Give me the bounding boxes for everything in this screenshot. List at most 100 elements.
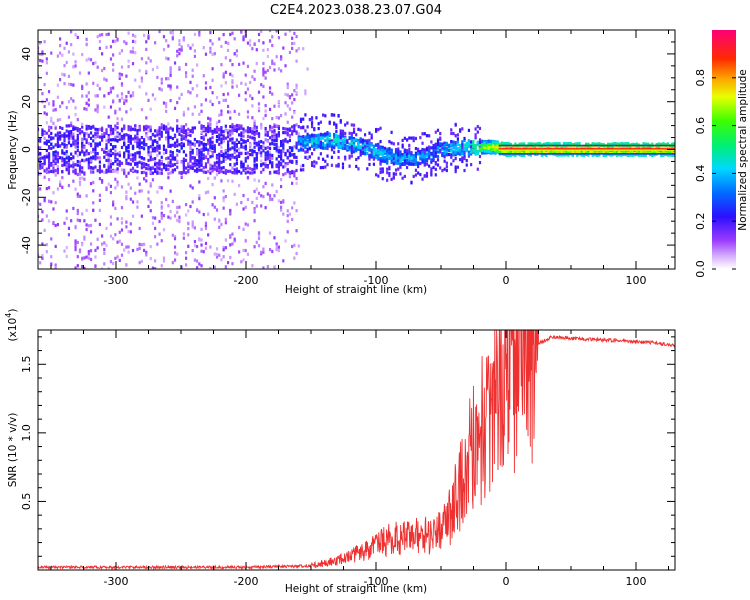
spectrogram-cell	[176, 210, 179, 214]
spectrogram-cell	[352, 150, 356, 154]
spectrogram-cell	[231, 125, 234, 129]
spectrogram-cell	[45, 61, 48, 65]
spectrogram-cell	[260, 250, 263, 254]
spectrogram-cell	[74, 151, 77, 155]
spectrogram-cell	[118, 230, 121, 234]
spectrogram-cell	[109, 128, 113, 132]
spectrogram-cell	[78, 127, 82, 132]
spectrogram-cell	[109, 234, 113, 238]
spectrogram-cell	[394, 150, 398, 154]
spectrogram-cell	[273, 104, 276, 108]
spectrogram-cell	[207, 129, 210, 134]
spectrogram-cell	[503, 149, 506, 154]
spectrogram-cell	[218, 158, 221, 162]
spectrogram-cell	[83, 133, 86, 138]
spectrogram-cell	[377, 146, 380, 150]
spectrogram-cell	[127, 125, 130, 129]
spectrogram-cell	[89, 165, 93, 170]
spectrogram-cell	[257, 32, 261, 37]
spectrogram-cell	[45, 112, 48, 116]
spectrogram-cell	[89, 169, 93, 173]
spectrogram-cell	[123, 125, 126, 129]
spectrogram-cell	[145, 162, 148, 167]
spectrogram-cell	[229, 72, 232, 76]
spectrogram-cell	[386, 161, 389, 165]
spectrogram-cell	[271, 161, 274, 165]
spectrogram-cell	[244, 159, 247, 163]
spectrogram-cell	[483, 145, 486, 149]
spectrogram-cell	[94, 143, 97, 147]
spectrogram-cell	[83, 159, 86, 163]
spectrogram-cell	[67, 124, 71, 128]
spectrogram-cell	[67, 226, 71, 230]
spectrogram-cell	[297, 142, 300, 146]
spectrogram-cell	[383, 149, 387, 153]
spectrogram-cell	[98, 170, 101, 174]
spectrogram-cell	[50, 237, 53, 241]
spectrogram-cell	[503, 142, 506, 146]
spectrogram-cell	[103, 262, 106, 266]
spectrogram-cell	[240, 142, 243, 146]
spectrogram-cell	[350, 144, 353, 149]
spectrogram-cell	[388, 151, 391, 155]
spectrogram-cell	[59, 180, 62, 184]
spectrogram-cell	[193, 164, 197, 168]
spectrogram-cell	[260, 151, 263, 155]
spectrogram-cell	[359, 128, 362, 132]
spectrogram-cell	[333, 150, 336, 154]
spectrogram-cell	[191, 74, 194, 78]
spectrogram-cell	[229, 137, 232, 141]
spectrogram-cell	[87, 249, 90, 254]
spectrogram-cell	[246, 170, 250, 174]
spectrogram-cell	[149, 125, 152, 129]
spectrogram-cell	[107, 153, 110, 157]
spectrogram-cell	[76, 208, 79, 213]
spectrogram-cell	[268, 142, 272, 146]
spectrogram-cell	[134, 169, 137, 173]
spectrogram-cell	[70, 164, 73, 168]
spectrogram-cell	[67, 74, 71, 78]
spectrogram-cell	[666, 142, 669, 146]
spectrogram-cell	[187, 90, 190, 94]
spectrogram-cell	[220, 166, 223, 170]
spectrogram-cell	[333, 122, 336, 126]
spectrogram-cell	[631, 153, 634, 157]
spectrogram-cell	[145, 47, 148, 52]
spectrogram-cell	[72, 136, 75, 140]
spectrogram-cell	[405, 154, 409, 159]
spectrogram-cell	[105, 45, 108, 49]
spectrogram-cell	[123, 142, 126, 146]
spectrogram-cell	[89, 131, 93, 135]
spectrogram-cell	[372, 151, 376, 155]
spectrogram-cell	[83, 137, 86, 141]
spectrogram-cell	[173, 156, 177, 160]
spectrogram-cell	[204, 162, 208, 166]
spectrogram-cell	[377, 142, 380, 146]
spectrogram-cell	[275, 145, 278, 149]
spectrogram-cell	[209, 99, 212, 103]
spectrogram-cell	[545, 144, 548, 149]
spectrogram-cell	[45, 214, 48, 218]
spectrogram-cell	[158, 132, 161, 136]
spectrogram-cell	[145, 171, 148, 175]
spectrogram-cell	[268, 107, 272, 112]
spectrogram-cell	[176, 129, 179, 133]
spectrogram-cell	[330, 163, 334, 167]
spectrogram-cell	[357, 167, 360, 171]
spectrogram-cell	[145, 143, 148, 147]
spectrogram-cell	[107, 169, 110, 173]
spectrogram-cell	[288, 153, 292, 158]
spectrogram-cell	[142, 164, 146, 168]
spectrogram-cell	[196, 152, 199, 156]
spectrogram-cell	[176, 127, 179, 131]
spectrogram-cell	[218, 113, 221, 117]
spectrogram-cell	[85, 58, 88, 62]
spectrogram-cell	[165, 77, 168, 81]
spectrogram-cell	[348, 131, 351, 135]
spectrogram-cell	[428, 156, 431, 160]
spectrogram-cell	[149, 167, 152, 171]
spectrogram-cell	[308, 117, 311, 122]
spectrogram-cell	[288, 149, 292, 153]
spectrogram-cell	[257, 140, 261, 144]
spectrogram-cell	[176, 119, 179, 123]
